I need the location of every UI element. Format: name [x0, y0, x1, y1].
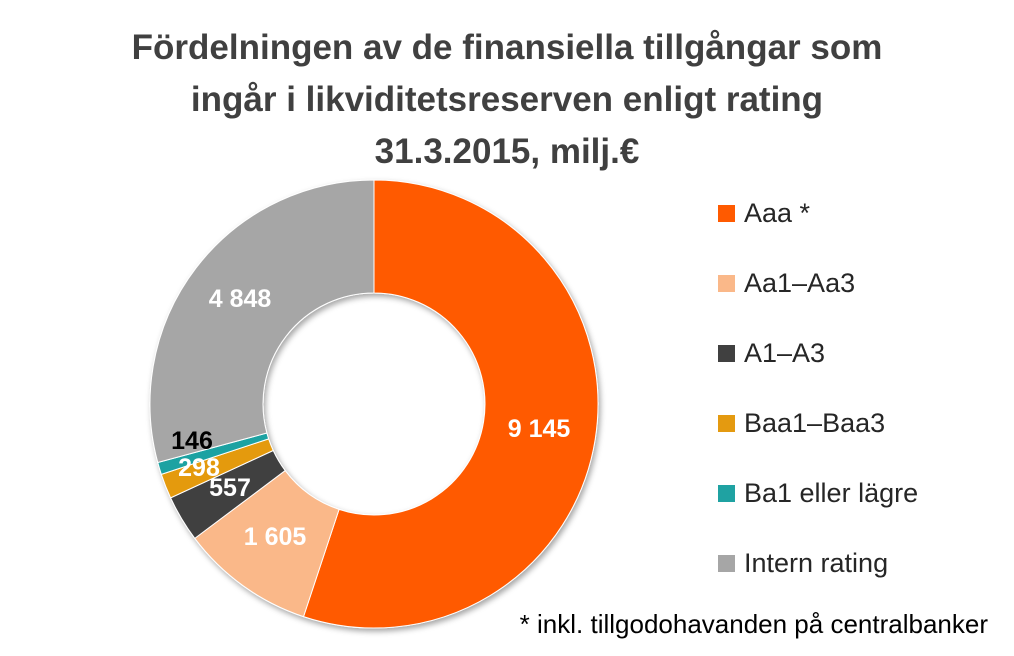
legend-label: Aa1–Aa3	[744, 267, 856, 298]
legend-label: Baa1–Baa3	[744, 407, 886, 438]
legend-item-baa1-baa3: Baa1–Baa3	[718, 403, 885, 443]
slice-intern-rating	[149, 179, 375, 464]
legend-swatch	[718, 204, 735, 222]
slice-label-a1-a3: 557	[209, 474, 251, 502]
slice-label-intern-rating: 4 848	[209, 285, 272, 313]
legend-item-aaa: Aaa *	[718, 193, 810, 233]
legend-item-intern-rating: Intern rating	[718, 543, 888, 583]
chart-title-line-3: 31.3.2015, milj.€	[374, 132, 640, 171]
legend-swatch	[718, 484, 735, 502]
legend-label: Intern rating	[744, 547, 889, 578]
slice-label-aa1-aa3: 1 605	[244, 523, 307, 551]
slice-aaa	[302, 179, 599, 629]
legend-label: Aaa *	[744, 197, 811, 228]
chart-title-line-1: Fördelningen av de finansiella tillgånga…	[131, 28, 883, 67]
legend-item-ba1-eller-l-gre: Ba1 eller lägre	[718, 473, 918, 513]
slice-label-aaa: 9 145	[508, 415, 571, 443]
legend-swatch	[718, 554, 735, 572]
legend-item-aa1-aa3: Aa1–Aa3	[718, 263, 855, 303]
legend-swatch	[718, 344, 735, 362]
chart-title: Fördelningen av de finansiella tillgånga…	[0, 22, 1014, 178]
legend-item-a1-a3: A1–A3	[718, 333, 825, 373]
legend-label: A1–A3	[744, 337, 826, 368]
footnote: * inkl. tillgodohavanden på centralbanke…	[519, 609, 988, 639]
legend-label: Ba1 eller lägre	[744, 477, 919, 508]
legend-swatch	[718, 414, 735, 432]
slice-label-ba1-eller-l-gre: 146	[171, 427, 213, 455]
legend-swatch	[718, 274, 735, 292]
slice-label-baa1-baa3: 298	[178, 454, 220, 482]
chart-title-line-2: ingår i likviditetsreserven enligt ratin…	[190, 80, 824, 119]
